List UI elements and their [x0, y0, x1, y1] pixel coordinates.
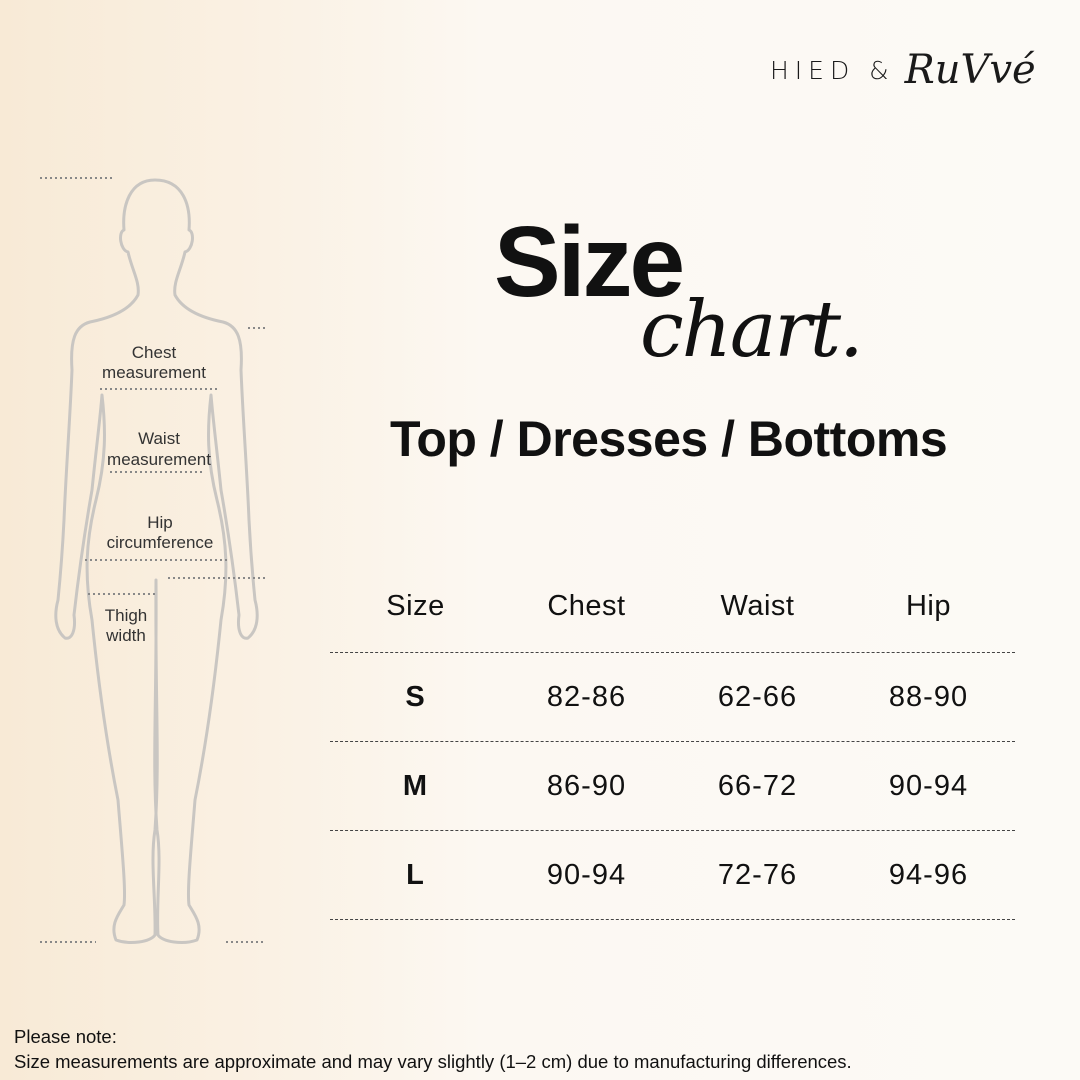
cell-hip: 88-90 — [888, 680, 969, 713]
cell-hip: 94-96 — [888, 858, 969, 891]
header-hip: Hip — [905, 590, 951, 622]
cell-waist: 62-66 — [717, 680, 798, 713]
brand-logo: HIED & RuVvé — [770, 40, 1036, 100]
page-title-script: chart. — [640, 285, 864, 375]
cell-chest: 86-90 — [546, 769, 627, 802]
body-outline — [54, 178, 259, 944]
hip-label-2: circumference — [107, 533, 214, 552]
size-table: Size Chest Waist Hip S 82-86 62-66 88-90… — [330, 590, 1015, 920]
table-row: S 82-86 62-66 88-90 — [330, 653, 1015, 742]
note-heading: Please note: — [14, 1026, 117, 1047]
chest-label-2: measurement — [102, 363, 206, 382]
cell-size: M — [402, 769, 429, 802]
page-subtitle: Top / Dresses / Bottoms — [390, 411, 948, 467]
brand-name: HIED & — [770, 55, 895, 85]
chest-label-1: Chest — [132, 343, 177, 362]
hip-label-1: Hip — [147, 513, 173, 532]
cell-size: S — [405, 680, 426, 713]
thigh-label-1: Thigh — [105, 606, 148, 625]
table-header: Size Chest Waist Hip — [330, 590, 1015, 653]
note-text: Size measurements are approximate and ma… — [14, 1051, 852, 1072]
cell-chest: 82-86 — [546, 680, 627, 713]
header-size: Size — [386, 590, 445, 622]
cell-waist: 66-72 — [717, 769, 798, 802]
header-chest: Chest — [547, 590, 626, 622]
thigh-label-2: width — [105, 626, 146, 645]
cell-waist: 72-76 — [717, 858, 798, 891]
table-row: M 86-90 66-72 90-94 — [330, 742, 1015, 831]
cell-size: L — [406, 858, 425, 891]
table-row: L 90-94 72-76 94-96 — [330, 831, 1015, 920]
cell-hip: 90-94 — [888, 769, 969, 802]
waist-label-1: Waist — [138, 429, 180, 448]
footnote: Please note: Size measurements are appro… — [14, 1024, 852, 1074]
waist-label-2: measurement — [107, 450, 211, 469]
header-waist: Waist — [720, 590, 795, 622]
page-title: Size — [494, 206, 685, 318]
brand-script: RuVvé — [904, 47, 1036, 93]
cell-chest: 90-94 — [546, 858, 627, 891]
body-figure: Chest measurement Waist measurement Hip … — [40, 177, 265, 944]
